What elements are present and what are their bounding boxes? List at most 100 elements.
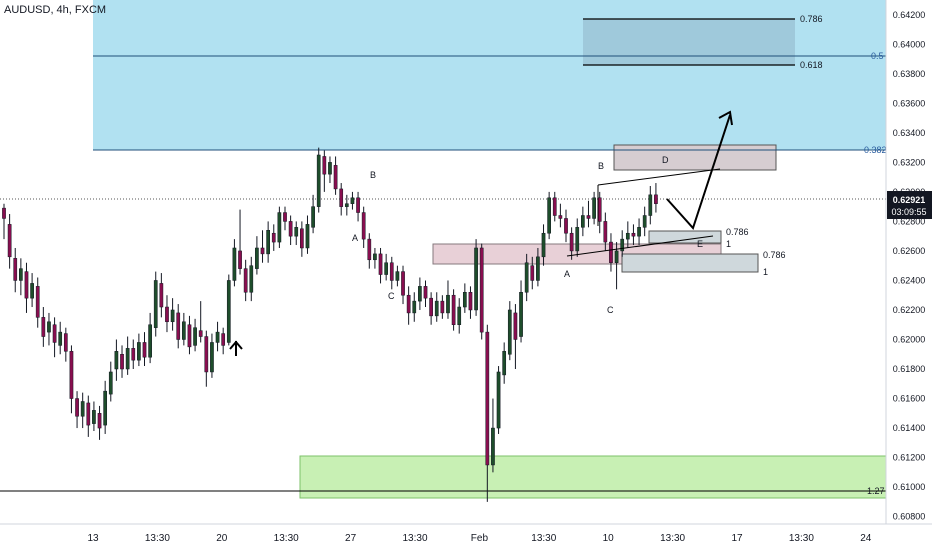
fib-label-0618: 0.618: [800, 60, 823, 70]
candle-bull: [502, 351, 507, 376]
last-price-tag: [887, 191, 932, 219]
candle-bull: [446, 294, 450, 314]
candle-bull: [210, 342, 214, 373]
symbol-title: AUDUSD, 4h, FXCM: [4, 4, 107, 16]
candle-bull: [496, 371, 501, 429]
demand-zone-green: [299, 455, 887, 499]
candle-bull: [395, 271, 400, 281]
price-tick-label: 0.61200: [893, 453, 926, 463]
time-axis-bg[interactable]: [0, 524, 932, 550]
candle-bull: [373, 253, 377, 261]
wave-label-c1: C: [388, 291, 395, 301]
candle-bear: [97, 413, 102, 429]
candle-bull: [137, 342, 141, 361]
candle-bull: [170, 309, 175, 323]
candle-bull: [524, 262, 529, 293]
bar-countdown: 03:09:55: [891, 207, 926, 217]
fib-box-a: [648, 230, 722, 244]
candle-bull: [637, 227, 641, 237]
price-tick-label: 0.60800: [893, 512, 926, 522]
candle-bull: [148, 324, 152, 358]
price-scale-bg[interactable]: [886, 0, 932, 524]
fib-label-0786: 0.786: [800, 14, 823, 24]
candle-bear: [283, 212, 287, 222]
box-b-fib-1: 1: [763, 267, 768, 277]
candle-bull: [193, 327, 197, 346]
wave-label-d2: D: [662, 155, 669, 165]
candle-bull: [30, 283, 34, 299]
time-tick-label: 17: [731, 533, 743, 544]
candle-bull: [80, 401, 85, 417]
price-tick-label: 0.63400: [893, 128, 926, 138]
candle-bear: [451, 294, 456, 325]
candle-bear: [401, 271, 405, 296]
candle-bear: [552, 197, 557, 216]
price-tick-label: 0.64000: [893, 39, 926, 49]
price-tick-label: 0.63200: [893, 157, 926, 167]
candle-bull: [507, 309, 512, 355]
candle-bull: [457, 306, 462, 325]
last-price-value: 0.62921: [893, 195, 926, 205]
box-b-fib-0786: 0.786: [763, 250, 786, 260]
candle-bear: [52, 324, 57, 343]
price-tick-label: 0.61600: [893, 394, 926, 404]
time-tick-label: 10: [603, 533, 615, 544]
candle-bull: [47, 321, 51, 333]
candle-bull: [328, 162, 332, 175]
candle-bull: [277, 212, 282, 243]
candlestick-series: [2, 147, 658, 502]
candle-bull: [103, 390, 108, 426]
candle-bull: [536, 256, 540, 281]
candle-bear: [176, 312, 181, 340]
candle-bear: [558, 215, 563, 219]
candle-bear: [159, 283, 164, 308]
candle-bear: [485, 331, 490, 466]
price-tick-label: 0.62000: [893, 334, 926, 344]
candle-bear: [609, 241, 613, 263]
candle-bull: [114, 351, 119, 370]
wave-label-b2: B: [598, 161, 604, 171]
candle-bear: [2, 207, 6, 219]
time-tick-label: 13:30: [660, 533, 685, 544]
candle-bear: [131, 348, 136, 361]
box-a-fib-0786: 0.786: [726, 227, 749, 237]
candle-bull: [232, 247, 237, 281]
candle-bull: [547, 197, 551, 234]
candle-bear: [356, 197, 360, 213]
time-tick-label: 27: [345, 533, 357, 544]
wave-label-a2: A: [564, 269, 570, 279]
time-tick-label: 13:30: [145, 533, 170, 544]
candle-bull: [541, 232, 546, 258]
candle-bear: [187, 324, 192, 348]
candle-bull: [316, 154, 321, 207]
candle-bear: [361, 212, 366, 240]
candle-bull: [125, 348, 130, 370]
time-tick-label: 13:30: [531, 533, 556, 544]
candle-bear: [300, 228, 304, 249]
candle-bear: [654, 194, 658, 204]
candle-bear: [288, 221, 293, 237]
fib-label-0382: 0.382: [864, 145, 887, 155]
candle-bear: [569, 232, 574, 252]
candle-bear: [631, 232, 636, 237]
candle-bear: [198, 330, 203, 337]
candle-bear: [597, 197, 602, 222]
candle-bull: [153, 280, 158, 328]
candle-bear: [530, 265, 535, 281]
wave-label-e2: E: [697, 239, 703, 249]
candle-bull: [474, 247, 478, 311]
fib-box-b: [621, 253, 759, 273]
price-tick-label: 0.62800: [893, 216, 926, 226]
candle-bear: [378, 253, 383, 275]
candle-bear: [333, 165, 338, 190]
candle-bull: [344, 203, 349, 207]
candle-bull: [592, 197, 596, 219]
candle-bear: [41, 317, 46, 337]
candle-bear: [564, 218, 568, 234]
candle-bear: [406, 294, 411, 314]
price-tick-label: 0.61800: [893, 364, 926, 374]
candle-bull: [266, 230, 270, 255]
price-tick-label: 0.63600: [893, 98, 926, 108]
